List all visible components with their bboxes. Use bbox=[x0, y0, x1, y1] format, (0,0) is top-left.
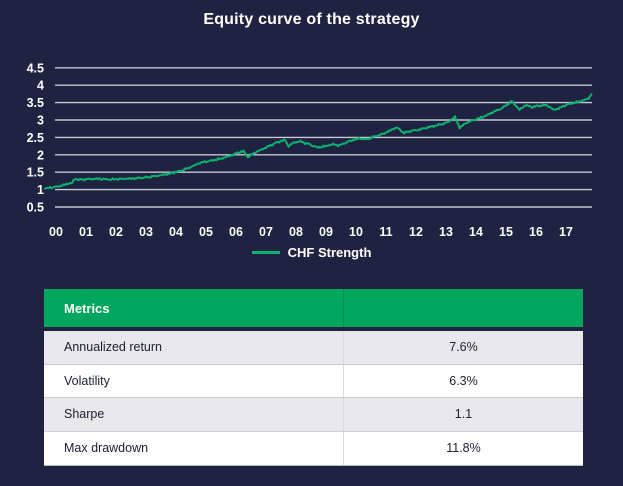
legend-line-swatch bbox=[251, 251, 280, 254]
x-axis-tick-label: 13 bbox=[439, 225, 453, 239]
y-axis-tick-label: 3.5 bbox=[27, 96, 44, 110]
x-axis-tick-labels: 00 01 02 03 04 05 06 07 08 09 10 11 12 13 14 15 16 17 bbox=[49, 225, 573, 239]
metric-label: Volatility bbox=[64, 373, 110, 388]
metrics-table-body: Annualized return 7.6% Volatility 6.3% Sharp… bbox=[44, 331, 583, 466]
x-axis-tick-label: 00 bbox=[49, 225, 63, 239]
x-axis-tick-label: 08 bbox=[289, 225, 303, 239]
x-axis-tick-label: 01 bbox=[79, 225, 93, 239]
metrics-table: Metrics Annualized return 7.6% Volatility 6… bbox=[44, 289, 583, 466]
x-axis-tick-label: 04 bbox=[169, 225, 183, 239]
table-row: Annualized return 7.6% bbox=[44, 331, 583, 365]
table-row: Volatility 6.3% bbox=[44, 364, 583, 398]
y-axis-tick-label: 2 bbox=[37, 148, 44, 162]
table-row: Max drawdown 11.8% bbox=[44, 431, 583, 465]
legend: CHF Strength bbox=[0, 245, 623, 260]
y-axis-tick-label: 1 bbox=[37, 183, 44, 197]
x-axis-tick-label: 15 bbox=[499, 225, 513, 239]
x-axis-tick-label: 07 bbox=[259, 225, 273, 239]
metric-value: 7.6% bbox=[343, 331, 583, 364]
x-axis-tick-label: 11 bbox=[379, 225, 392, 239]
x-axis-tick-label: 05 bbox=[199, 225, 213, 239]
y-axis-tick-label: 4 bbox=[37, 79, 44, 93]
chart-title: Equity curve of the strategy bbox=[203, 11, 420, 28]
x-axis-tick-label: 14 bbox=[469, 225, 483, 239]
metrics-table-header-row: Metrics bbox=[44, 289, 583, 327]
y-axis-tick-label: 0.5 bbox=[27, 201, 44, 215]
legend-label: CHF Strength bbox=[287, 245, 372, 260]
metric-label: Sharpe bbox=[64, 407, 105, 422]
x-axis-tick-label: 12 bbox=[409, 225, 423, 239]
metric-label: Max drawdown bbox=[64, 441, 149, 456]
x-axis-tick-label: 17 bbox=[559, 225, 573, 239]
x-axis-tick-label: 02 bbox=[109, 225, 123, 239]
metrics-table-header: Metrics bbox=[64, 300, 110, 316]
y-axis-tick-label: 2.5 bbox=[27, 131, 44, 145]
y-axis-tick-labels: 4.5 4 3.5 3 2.5 2 1.5 1 0.5 bbox=[27, 61, 44, 214]
metric-label: Annualized return bbox=[64, 340, 162, 355]
metric-value: 11.8% bbox=[343, 431, 583, 465]
y-gridlines bbox=[55, 67, 592, 208]
metric-value: 6.3% bbox=[343, 364, 583, 397]
y-axis-tick-label: 1.5 bbox=[27, 166, 44, 180]
table-row: Sharpe 1.1 bbox=[44, 398, 583, 432]
chf-strength-line bbox=[43, 93, 593, 190]
y-axis-tick-label: 3 bbox=[37, 114, 44, 128]
x-axis-tick-label: 16 bbox=[529, 225, 543, 239]
metric-value: 1.1 bbox=[343, 398, 583, 431]
equity-curve-chart: 4.5 4 3.5 3 2.5 2 1.5 1 0.5 00 01 02 03 04 05 06 07 08 09 1… bbox=[27, 61, 593, 239]
y-axis-tick-label: 4.5 bbox=[27, 61, 44, 75]
x-axis-tick-label: 10 bbox=[349, 225, 363, 239]
x-axis-tick-label: 03 bbox=[139, 225, 153, 239]
x-axis-tick-label: 06 bbox=[229, 225, 243, 239]
x-axis-tick-label: 09 bbox=[319, 225, 333, 239]
metrics-table-header-value-cell bbox=[343, 289, 583, 327]
